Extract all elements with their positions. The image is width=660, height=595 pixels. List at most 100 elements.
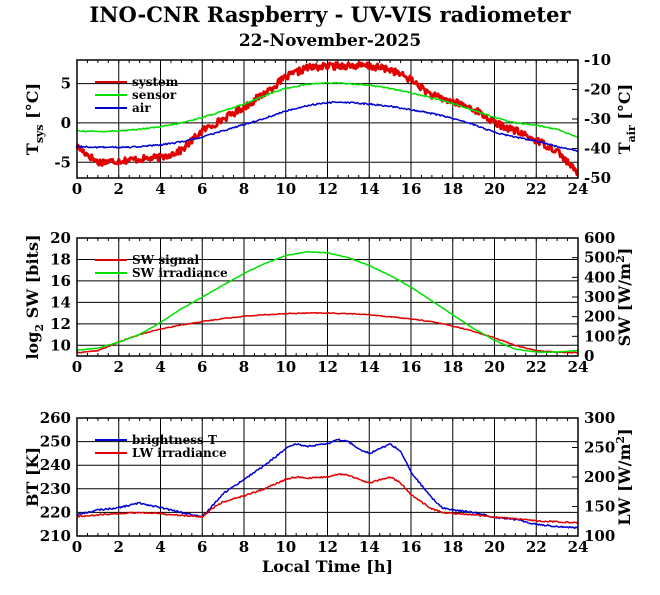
x-tick-label: 12 — [317, 538, 338, 556]
panel-temperature: 0 2 4 6 8 10 12 14 16 18 20 22 24-505-50-40-30-20-10… — [23, 51, 638, 198]
legend-label: SW irradiance — [132, 266, 228, 280]
x-tick-label: 18 — [442, 358, 463, 376]
legend-label: brightness T — [132, 433, 217, 447]
x-tick-label: 20 — [484, 538, 505, 556]
x-tick-label: 18 — [442, 538, 463, 556]
y-right-tick-label: -40 — [584, 140, 611, 158]
x-tick-label: 20 — [484, 358, 505, 376]
label-subscript: sys — [33, 124, 46, 143]
y-left-tick-label: 10 — [50, 336, 71, 354]
y-right-tick-label: -50 — [584, 169, 611, 187]
y-right-tick-label: 400 — [584, 268, 615, 286]
y-right-tick-label: 300 — [584, 288, 615, 306]
x-tick-label: 22 — [526, 358, 547, 376]
legend-label: air — [132, 101, 151, 115]
y-left-tick-label: 14 — [50, 293, 71, 311]
series-line-air — [76, 100, 578, 152]
x-tick-label: 14 — [359, 358, 380, 376]
x-tick-label: 10 — [275, 538, 296, 556]
label-part: SW [W/m — [615, 263, 634, 346]
series-line-lw-irradiance — [76, 473, 579, 524]
legend-label: system — [132, 75, 179, 89]
y-left-tick-label: 18 — [50, 250, 71, 268]
label-part: BT [K] — [23, 447, 42, 507]
label-part: [°C] — [23, 83, 42, 124]
y-left-tick-label: 16 — [50, 272, 71, 290]
plot-frame — [76, 59, 579, 179]
y-left-tick-label: 12 — [50, 315, 71, 333]
chart-subtitle: 22-November-2025 — [238, 31, 422, 51]
x-tick-label: 12 — [317, 180, 338, 198]
y-right-tick-label: -30 — [584, 110, 611, 128]
y-right-tick-label: 250 — [584, 439, 615, 457]
x-axis-label: Local Time [h] — [262, 557, 393, 576]
x-tick-label: 24 — [568, 180, 589, 198]
x-tick-label: 4 — [155, 538, 165, 556]
x-tick-label: 8 — [239, 538, 249, 556]
x-tick-label: 24 — [568, 358, 589, 376]
x-tick-label: 16 — [401, 358, 422, 376]
x-tick-label: 4 — [155, 358, 165, 376]
x-tick-label: 0 — [72, 538, 82, 556]
y-right-tick-label: 0 — [584, 347, 594, 365]
y-right-tick-label: 200 — [584, 308, 615, 326]
panel-shortwave: 0 2 4 6 8 10 12 14 16 18 20 22 241012141618200100200… — [23, 229, 634, 376]
x-tick-label: 10 — [275, 180, 296, 198]
x-tick-label: 14 — [359, 180, 380, 198]
x-tick-label: 0 — [72, 180, 82, 198]
y-right-tick-label: -20 — [584, 81, 611, 99]
label-subscript: air — [625, 125, 638, 142]
label-part: SW [bits] — [23, 234, 42, 323]
legend-label: sensor — [132, 88, 177, 102]
y-left-tick-label: 5 — [61, 75, 71, 93]
label-part: T — [615, 142, 634, 154]
label-part: log — [23, 332, 42, 360]
y-left-tick-label: -5 — [54, 153, 71, 171]
x-tick-label: 10 — [275, 358, 296, 376]
y-right-axis-label: SW [W/m2] — [614, 248, 634, 347]
y-right-axis-label: Tair [°C] — [615, 84, 638, 154]
y-left-tick-label: 260 — [40, 409, 71, 427]
label-subscript: 2 — [33, 324, 46, 332]
x-tick-label: 12 — [317, 358, 338, 376]
x-tick-label: 24 — [568, 538, 589, 556]
x-tick-label: 18 — [442, 180, 463, 198]
y-right-tick-label: 200 — [584, 468, 615, 486]
y-right-axis-label: LW [W/m2] — [614, 428, 634, 525]
x-tick-label: 0 — [72, 358, 82, 376]
y-left-tick-label: 220 — [40, 503, 71, 521]
y-left-axis-label: BT [K] — [23, 447, 42, 507]
x-tick-label: 2 — [114, 538, 124, 556]
x-tick-label: 16 — [401, 538, 422, 556]
x-tick-label: 6 — [197, 180, 207, 198]
y-left-tick-label: 230 — [40, 480, 71, 498]
legend-label: SW signal — [132, 253, 200, 267]
y-left-tick-label: 0 — [61, 114, 71, 132]
panel-longwave: 0 2 4 6 8 10 12 14 16 18 20 22 242102202302402502601… — [23, 409, 634, 576]
series-line-sensor — [76, 81, 579, 139]
plot-frame — [76, 237, 579, 357]
x-tick-label: 6 — [197, 358, 207, 376]
y-right-tick-label: 100 — [584, 527, 615, 545]
y-right-tick-label: -10 — [584, 51, 611, 69]
series-line-sw-irradiance — [76, 250, 579, 354]
y-left-axis-label: Tsys [°C] — [23, 83, 46, 155]
y-right-tick-label: 500 — [584, 249, 615, 267]
y-right-tick-label: 150 — [584, 498, 615, 516]
x-tick-label: 22 — [526, 180, 547, 198]
x-tick-label: 2 — [114, 358, 124, 376]
series-line-system — [75, 61, 580, 177]
y-right-tick-label: 300 — [584, 409, 615, 427]
y-left-tick-label: 20 — [50, 229, 71, 247]
x-tick-label: 16 — [401, 180, 422, 198]
label-part: ] — [615, 428, 634, 436]
y-left-axis-label: log2 SW [bits] — [23, 234, 46, 359]
plot-frame — [76, 417, 579, 537]
label-superscript: 2 — [614, 255, 627, 263]
x-tick-label: 20 — [484, 180, 505, 198]
label-part: ] — [615, 248, 634, 256]
y-right-tick-label: 600 — [584, 229, 615, 247]
y-left-tick-label: 250 — [40, 433, 71, 451]
y-left-tick-label: 240 — [40, 456, 71, 474]
